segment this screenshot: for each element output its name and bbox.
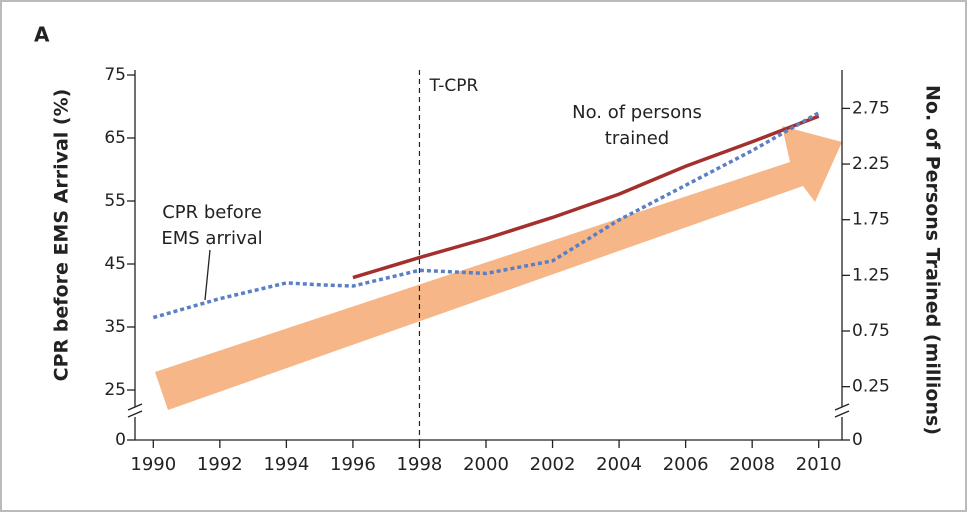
x-tick-label: 2000 (463, 454, 509, 475)
y-tick-label: 45 (104, 254, 126, 274)
y2-tick-label: 0.75 (852, 321, 890, 341)
x-tick-label: 1996 (330, 454, 376, 475)
x-tick-label: 2008 (729, 454, 775, 475)
x-tick-label: 2010 (796, 454, 842, 475)
y-axis-title: CPR before EMS Arrival (%) (51, 89, 73, 382)
y-tick-label: 25 (104, 380, 126, 400)
x-tick-label: 2006 (663, 454, 709, 475)
series-line (352, 114, 820, 280)
series-label: CPR before (162, 202, 262, 223)
y-tick-label: 0 (115, 430, 126, 450)
y2-tick-label: 0.25 (852, 377, 890, 397)
series-label: trained (605, 128, 669, 149)
y-tick-label: 75 (104, 65, 126, 85)
y2-tick-label: 1.25 (852, 265, 890, 285)
vline-label: T-CPR (428, 76, 478, 96)
y2-tick-label: 1.75 (852, 210, 890, 230)
y-tick-label: 55 (104, 191, 126, 211)
trend-arrow (155, 126, 842, 410)
axis-break (127, 403, 143, 411)
axis-break-gap (129, 407, 141, 417)
y-tick-label: 65 (104, 128, 126, 148)
axis-break (127, 410, 143, 418)
y-tick-label: 35 (104, 317, 126, 337)
x-tick-label: 1998 (397, 454, 443, 475)
series-label: EMS arrival (161, 228, 262, 249)
y2-tick-label: 0 (852, 430, 863, 450)
axis-break (834, 403, 850, 411)
x-tick-label: 1992 (197, 454, 243, 475)
axis-break-gap (836, 407, 848, 417)
y2-tick-label: 2.25 (852, 154, 890, 174)
x-tick-label: 2004 (596, 454, 642, 475)
x-tick-label: 2002 (530, 454, 576, 475)
axis-break (834, 410, 850, 418)
label-pointer (204, 249, 211, 301)
series-label: No. of persons (572, 102, 702, 123)
x-tick-label: 1990 (130, 454, 176, 475)
series-line (152, 111, 820, 320)
y2-tick-label: 2.75 (852, 98, 890, 118)
panel-label: A (34, 23, 50, 47)
y2-axis-title: No. of Persons Trained (millions) (922, 85, 944, 435)
x-tick-label: 1994 (263, 454, 309, 475)
